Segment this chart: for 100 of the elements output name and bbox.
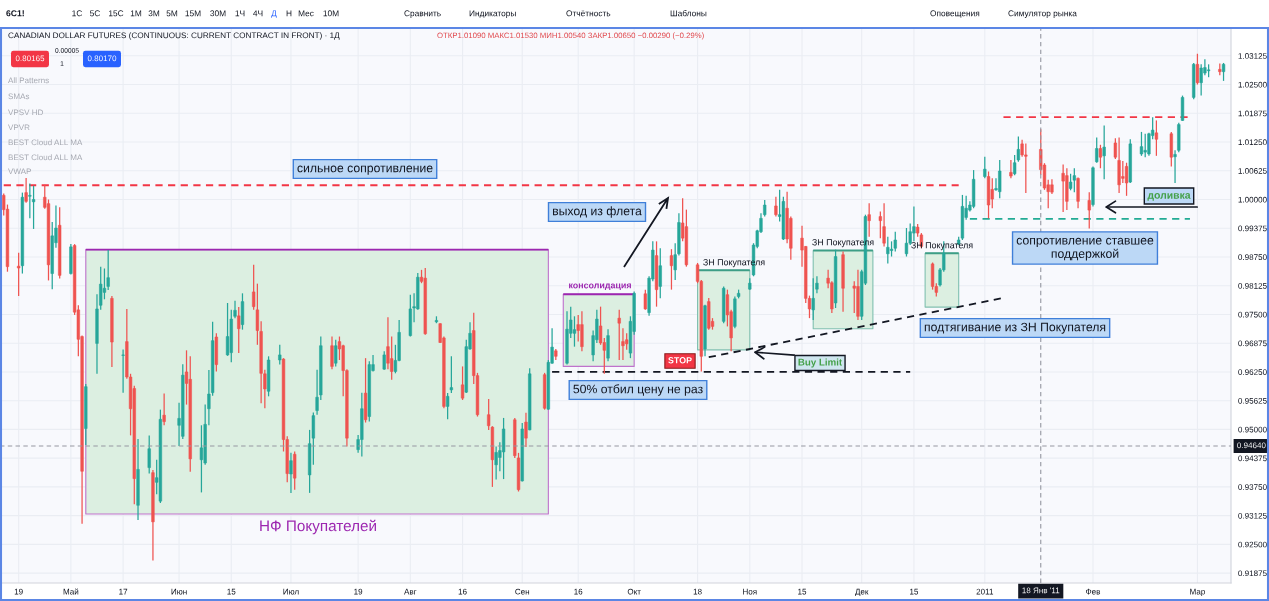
- annotation: Buy Limit: [798, 358, 843, 368]
- annotation: VWAP: [8, 168, 31, 175]
- x-tick-label: Авг: [404, 588, 417, 595]
- x-tick-label: Окт: [627, 588, 641, 595]
- text: 30М: [210, 10, 226, 17]
- annotation: НФ Покупателей: [260, 519, 376, 535]
- candlestick: [1139, 131, 1144, 157]
- candlestick: [330, 335, 334, 370]
- x-tick-label: 17: [119, 588, 128, 595]
- x-tick-label: 2011: [976, 588, 994, 595]
- text: 10М: [323, 10, 339, 17]
- annotation: BEST Cloud ALL MA: [8, 139, 83, 146]
- candlestick: [990, 177, 994, 209]
- candlestick: [1087, 191, 1091, 230]
- annotation: доливка: [1147, 193, 1191, 201]
- candlestick: [237, 306, 241, 354]
- candlestick: [912, 205, 916, 242]
- candlestick: [1024, 142, 1028, 194]
- y-tick-label: 0.91875: [1238, 570, 1267, 577]
- y-tick-label: 1.01250: [1238, 139, 1267, 146]
- candlestick: [1124, 162, 1129, 197]
- candlestick: [24, 177, 28, 204]
- text: 3М: [148, 10, 160, 17]
- candlestick: [904, 227, 909, 258]
- candlestick: [334, 339, 338, 368]
- candlestick: [1102, 124, 1106, 180]
- candlestick: [494, 445, 498, 481]
- x-tick-label: 15: [798, 588, 807, 595]
- candlestick: [580, 310, 584, 352]
- text: Индикаторы: [469, 10, 516, 18]
- y-tick-label: 1.01875: [1238, 110, 1267, 117]
- candlestick: [1061, 163, 1065, 213]
- x-tick-label: 19: [14, 588, 23, 595]
- x-tick-label: 15: [227, 588, 236, 595]
- x-tick-label: 15: [910, 588, 919, 595]
- candlestick: [643, 289, 647, 311]
- text: 5М: [166, 10, 178, 17]
- text: Оповещения: [930, 10, 980, 18]
- x-tick-label: Мар: [1190, 588, 1205, 597]
- candlestick: [382, 350, 386, 371]
- candlestick: [162, 392, 166, 426]
- candlestick: [983, 156, 987, 179]
- y-tick-label: 0.95625: [1238, 397, 1267, 404]
- y-tick-label: 0.93750: [1238, 484, 1267, 490]
- candlestick: [446, 392, 450, 420]
- y-tick-label: 0.98125: [1238, 283, 1267, 289]
- candlestick: [1076, 176, 1080, 209]
- candlestick: [606, 328, 610, 362]
- candlestick: [1195, 53, 1200, 86]
- candlestick: [1121, 160, 1125, 184]
- candlestick: [1143, 133, 1147, 158]
- candlestick: [240, 292, 245, 331]
- candlestick: [460, 365, 465, 401]
- y-tick-label: 1.00625: [1238, 168, 1267, 174]
- candlestick: [31, 185, 36, 230]
- candlestick: [811, 277, 815, 321]
- y-tick-label: 0.98750: [1238, 254, 1267, 260]
- annotation: VPSV HD: [8, 109, 43, 116]
- candlestick: [1095, 136, 1099, 164]
- text: 1С: [72, 10, 83, 17]
- x-tick-label: Фев: [1086, 588, 1101, 595]
- candlestick: [774, 196, 778, 218]
- candlestick: [1169, 131, 1173, 168]
- x-tick-label: Июл: [283, 588, 299, 595]
- x-tick-label: Сен: [515, 588, 530, 595]
- y-tick-label: 1.02500: [1238, 81, 1267, 88]
- y-tick-label: 0.94375: [1238, 455, 1267, 462]
- candlestick: [1199, 63, 1203, 97]
- candlestick: [669, 248, 674, 291]
- text: Н: [286, 10, 292, 17]
- candlestick: [893, 231, 897, 253]
- text: Симулятор рынка: [1008, 10, 1077, 18]
- candlestick: [1154, 119, 1159, 157]
- annotation: 0.80165: [15, 55, 45, 62]
- candlestick: [278, 344, 282, 366]
- y-tick-label: 0.93125: [1238, 512, 1267, 519]
- candlestick: [617, 309, 621, 361]
- text: Д: [271, 10, 277, 18]
- annotation: SMAs: [8, 93, 30, 100]
- candlestick: [501, 417, 506, 480]
- text: Мес: [298, 10, 314, 17]
- annotation: сопротивление ставшее поддержкой: [1016, 237, 1154, 261]
- candlestick: [867, 202, 871, 238]
- text: Шаблоны: [670, 10, 707, 17]
- annotation: VPVR: [8, 124, 30, 131]
- candlestick: [289, 452, 293, 494]
- x-tick-label: Ноя: [743, 588, 757, 595]
- annotation: 50% отбил цену не раз: [573, 384, 703, 396]
- candlestick: [524, 412, 528, 448]
- x-tick-label: Июн: [171, 588, 187, 595]
- x-tick-label: 16: [458, 588, 467, 595]
- candlestick: [1098, 144, 1103, 169]
- annotation: подтягивание из ЗН Покупателя: [924, 322, 1106, 334]
- x-tick-label: 16: [574, 588, 583, 595]
- candlestick: [1072, 167, 1076, 193]
- y-tick-label: 1.00000: [1238, 196, 1267, 203]
- candlestick: [1009, 159, 1013, 179]
- annotation: 0.80170: [87, 55, 117, 62]
- y-tick-label: 0.96875: [1238, 340, 1267, 347]
- x-tick-label: Май: [63, 588, 79, 595]
